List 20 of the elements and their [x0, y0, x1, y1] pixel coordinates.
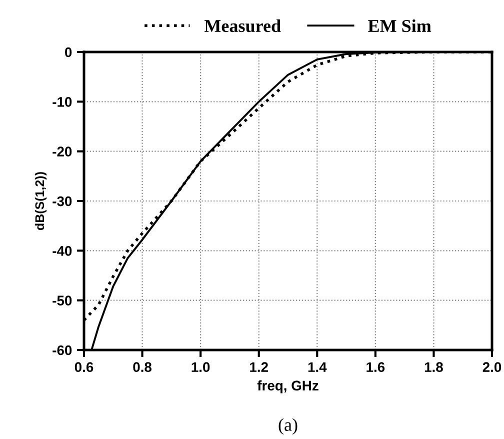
x-axis-title: freq, GHz — [257, 380, 318, 394]
x-tick-label: 0.8 — [133, 362, 152, 372]
y-tick-label: -30 — [52, 196, 72, 206]
x-tick-label: 1.8 — [424, 362, 443, 372]
y-tick-label: -40 — [52, 246, 72, 256]
x-tick-label: 1.4 — [308, 362, 327, 372]
legend-label: EM Sim — [368, 19, 432, 32]
y-axis-title: dB(S(1,2)) — [34, 172, 47, 230]
y-tick-label: 0 — [65, 47, 72, 58]
x-tick-label: 0.6 — [74, 362, 94, 372]
x-tick-label: 1.6 — [366, 362, 385, 372]
x-tick-label: 1.0 — [192, 362, 210, 372]
y-tick-label: -10 — [52, 97, 72, 107]
text: (a) — [278, 418, 298, 435]
y-tick-label: -60 — [52, 345, 72, 356]
legend-label: Measured — [204, 19, 281, 32]
y-tick-label: -50 — [52, 296, 72, 306]
y-tick-label: -20 — [52, 146, 72, 157]
x-tick-label: 2.0 — [482, 362, 502, 372]
x-tick-label: 1.2 — [250, 362, 268, 372]
